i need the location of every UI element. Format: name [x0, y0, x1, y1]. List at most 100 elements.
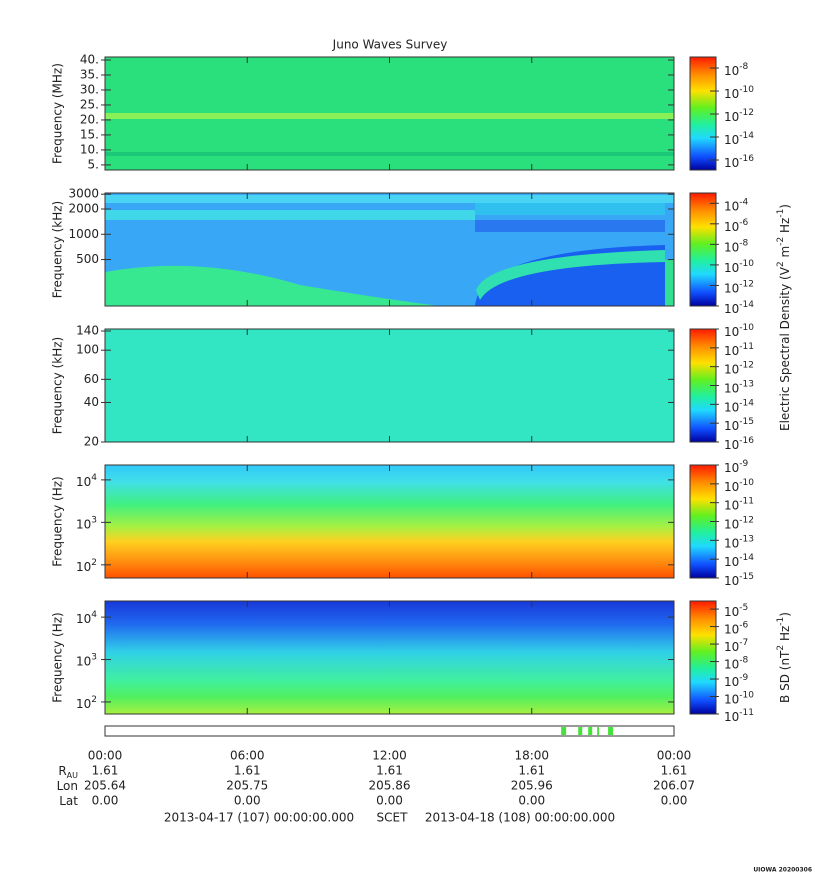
- ephemeris-label: RAU: [58, 764, 78, 780]
- colorbar-tick-label-base: 10: [724, 133, 739, 147]
- colorbar-tick-label: 10-15: [724, 417, 754, 433]
- colorbar-tick-label: 10-10: [724, 258, 754, 274]
- y-tick-label: 2000: [68, 201, 99, 215]
- y-tick-label: 10.: [80, 142, 99, 156]
- colorbar-label-text: Hz: [778, 626, 792, 645]
- footer-frame: SCET: [377, 811, 409, 825]
- colorbar-tick-label-exponent: -12: [739, 108, 754, 118]
- colorbar-tick-label-base: 10: [724, 517, 739, 531]
- colorbar-label: Electric Spectral Density (V2 m-2 Hz-1): [776, 204, 792, 431]
- y-tick-label: 102: [76, 557, 97, 573]
- colorbar-tick-label-base: 10: [724, 461, 739, 475]
- colorbar-tick-label-base: 10: [724, 498, 739, 512]
- x-tick-label: 00:00: [657, 749, 692, 763]
- colorbar-tick-label-exponent: -5: [739, 603, 748, 613]
- colorbar-tick-label: 10-13: [724, 379, 754, 395]
- ephemeris-value: 0.00: [234, 794, 261, 808]
- colorbar-label-superscript: -2: [776, 237, 786, 246]
- colorbar-tick-label-exponent: -6: [739, 620, 748, 630]
- ephemeris-label-text: Lat: [59, 794, 78, 808]
- y-tick-label: 40: [84, 395, 99, 409]
- colorbar-tick-label-base: 10: [724, 536, 739, 550]
- colorbar-tick-label-exponent: -14: [739, 300, 754, 310]
- colorbar-tick-label: 10-8: [724, 655, 749, 671]
- y-tick-label-exponent: 2: [91, 694, 97, 704]
- colorbar-tick-label-exponent: -10: [739, 477, 754, 487]
- ephemeris-value: 0.00: [518, 794, 545, 808]
- colorbar-tick-label: 10-11: [724, 496, 754, 512]
- credit: UIOWA 20200306: [753, 867, 812, 874]
- colorbar-tick-label: 10-16: [724, 436, 754, 452]
- colorbar-tick-label: 10-15: [724, 572, 754, 588]
- chart-title: Juno Waves Survey: [332, 38, 448, 52]
- colorbar-tick-label-base: 10: [724, 302, 739, 316]
- colorbar-tick-label: 10-12: [724, 360, 754, 376]
- y-tick-label-base: 10: [76, 696, 91, 710]
- colorbar-tick-label-base: 10: [724, 675, 739, 689]
- colorbar: [689, 600, 717, 715]
- burst-bar: [104, 725, 675, 737]
- colorbar-tick-label-base: 10: [724, 110, 739, 124]
- ephemeris-label-subscript: AU: [67, 771, 78, 780]
- y-tick-label-base: 10: [76, 559, 91, 573]
- y-axis-label: Frequency (kHz): [51, 337, 65, 434]
- y-tick-label-exponent: 4: [91, 472, 97, 482]
- ephemeris-value: 0.00: [661, 794, 688, 808]
- colorbar-label: B SD (nT2 Hz-1): [776, 612, 792, 703]
- y-tick-label: 25.: [80, 97, 99, 111]
- colorbar-tick-label: 10-11: [724, 708, 754, 724]
- ephemeris-value: 206.07: [653, 779, 695, 793]
- colorbar-tick-label: 10-14: [724, 131, 754, 147]
- x-tick-label: 12:00: [372, 749, 407, 763]
- y-tick-label-base: 10: [76, 474, 91, 488]
- colorbar-tick-label: 10-12: [724, 108, 754, 124]
- y-tick-label-base: 10: [76, 517, 91, 531]
- ephemeris-value: 0.00: [92, 794, 119, 808]
- ephemeris-value: 1.61: [376, 764, 403, 778]
- burst-interval: [597, 727, 600, 735]
- colorbar-tick-label-base: 10: [724, 260, 739, 274]
- y-tick-label-exponent: 3: [91, 652, 97, 662]
- y-tick-label: 102: [76, 694, 97, 710]
- footer-start: 2013-04-17 (107) 00:00:00.000: [164, 811, 354, 825]
- colorbar-tick-label: 10-6: [724, 217, 749, 233]
- x-tick-label: 06:00: [230, 749, 265, 763]
- colorbar-tick-label: 10-10: [724, 323, 754, 339]
- colorbar-tick-label: 10-10: [724, 690, 754, 706]
- y-tick-label-exponent: 4: [91, 610, 97, 620]
- burst-interval: [608, 727, 614, 735]
- colorbar-tick-label-exponent: -8: [739, 238, 748, 248]
- colorbar-tick-label: 10-16: [724, 154, 754, 170]
- y-tick-label: 60: [84, 372, 99, 386]
- colorbar-tick-label-base: 10: [724, 381, 739, 395]
- ephemeris-label: Lon: [57, 779, 78, 793]
- colorbar-tick-label: 10-10: [724, 477, 754, 493]
- y-tick-label: 100: [76, 343, 99, 357]
- colorbar-tick-label-base: 10: [724, 479, 739, 493]
- ephemeris-value: 1.61: [234, 764, 261, 778]
- y-tick-label: 3000: [68, 187, 99, 201]
- ephemeris-value: 1.61: [518, 764, 545, 778]
- colorbar-tick-label: 10-7: [724, 638, 748, 654]
- colorbar-tick-label-exponent: -10: [739, 258, 754, 268]
- colorbar-tick-label-exponent: -10: [739, 85, 754, 95]
- colorbar-tick-label: 10-8: [724, 238, 749, 254]
- ephemeris-value: 205.75: [226, 779, 268, 793]
- colorbar-tick-label-exponent: -12: [739, 515, 754, 525]
- y-tick-label: 15.: [80, 127, 99, 141]
- y-tick-label: 104: [76, 610, 97, 626]
- colorbar-tick-label-exponent: -9: [739, 459, 748, 469]
- colorbar-tick-label: 10-8: [724, 62, 749, 78]
- colorbar-tick-label: 10-4: [724, 197, 749, 213]
- colorbar-label-text: m: [778, 246, 792, 262]
- colorbar-tick-label-base: 10: [724, 87, 739, 101]
- y-tick-label: 103: [76, 515, 97, 531]
- colorbar-tick-label: 10-5: [724, 603, 748, 619]
- colorbar-label-text: Electric Spectral Density (V: [778, 266, 792, 431]
- colorbar-tick-label-exponent: -14: [739, 131, 754, 141]
- ephemeris-value: 205.64: [84, 779, 126, 793]
- colorbar-tick-label: 10-6: [724, 620, 749, 636]
- colorbar-tick-label-exponent: -8: [739, 655, 748, 665]
- y-axis-label: Frequency (kHz): [51, 201, 65, 298]
- y-tick-label: 140: [76, 324, 99, 338]
